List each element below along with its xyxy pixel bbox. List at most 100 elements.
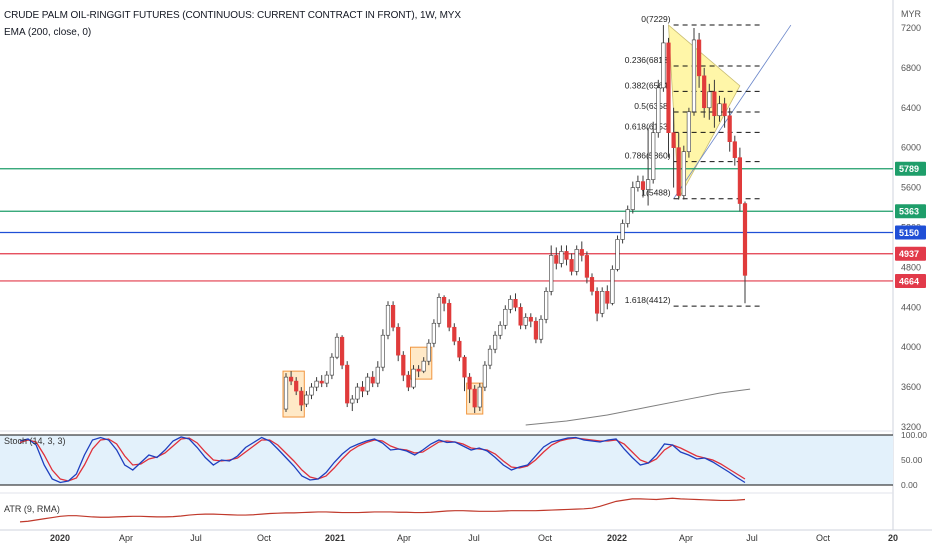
candle-body — [661, 42, 666, 89]
candle-body — [345, 364, 350, 404]
time-tick-label: Oct — [816, 533, 831, 543]
candle-body — [513, 299, 518, 308]
candle-body — [467, 376, 472, 390]
level-label: 5789 — [899, 164, 919, 174]
candle-body — [339, 336, 345, 366]
candle-body — [319, 380, 324, 384]
candle-body — [324, 374, 329, 384]
price-tick-label: 3200 — [901, 422, 921, 432]
candle-body — [656, 87, 661, 134]
candle-body — [676, 147, 681, 196]
price-tick-label: 4000 — [901, 342, 921, 352]
stoch-band — [0, 435, 893, 485]
fib-label: 0.382(6564) — [625, 80, 671, 90]
price-tick-label: 4400 — [901, 302, 921, 312]
candle-body — [589, 277, 595, 292]
candle-body — [691, 39, 697, 113]
candle-body — [666, 42, 671, 134]
candle-body — [564, 251, 569, 260]
candle-body — [543, 291, 549, 320]
candle-body — [686, 111, 691, 152]
candle-body — [355, 386, 360, 400]
candle-body — [717, 103, 722, 117]
candle-body — [742, 203, 748, 276]
level-badge — [895, 161, 926, 176]
level-badge — [895, 225, 926, 240]
candle-body — [436, 297, 442, 324]
candle-body — [610, 269, 615, 304]
candle-body — [304, 394, 309, 405]
chart-title: CRUDE PALM OIL-RINGGIT FUTURES (CONTINUO… — [4, 10, 461, 21]
candle-body — [462, 356, 467, 378]
candle-body — [538, 318, 544, 340]
candle-body — [498, 324, 503, 336]
candle-body — [600, 291, 605, 314]
candle-body — [411, 368, 416, 388]
candle-body — [375, 366, 380, 384]
candle-body — [288, 376, 294, 382]
candle-body — [457, 340, 462, 358]
candle-body — [696, 39, 702, 77]
level-label: 5150 — [899, 228, 919, 238]
candle-body — [569, 259, 574, 272]
candle-body — [406, 374, 411, 388]
level-badge — [895, 273, 926, 288]
candle-body — [559, 251, 564, 264]
stoch-tick-label: 100.00 — [901, 430, 927, 440]
atr-line — [19, 497, 746, 523]
fib-label: 1(5488) — [641, 188, 670, 198]
candle-body — [594, 291, 600, 314]
time-tick-label: 2022 — [607, 533, 627, 543]
time-tick-label: Oct — [257, 533, 272, 543]
candle-body — [702, 75, 707, 109]
candle-body — [380, 334, 386, 368]
candle-body — [283, 376, 289, 410]
candle-body — [503, 308, 508, 326]
price-tick-label: 6800 — [901, 63, 921, 73]
candle-body — [681, 151, 686, 196]
candle-body — [584, 255, 589, 278]
candle-body — [452, 326, 457, 342]
candle-body — [370, 376, 375, 384]
candle-body — [385, 304, 391, 336]
candle-body — [722, 103, 727, 117]
fib-label: 0.236(6818) — [625, 55, 671, 65]
candle-body — [549, 255, 554, 292]
candle-body — [528, 316, 533, 322]
time-tick-label: 2020 — [50, 533, 70, 543]
candle-body — [727, 115, 732, 142]
stoch-tick-label: 50.00 — [901, 455, 923, 465]
stoch-label: Stoch (14, 3, 3) — [4, 436, 66, 446]
candle-body — [390, 304, 396, 328]
price-tick-label: 6400 — [901, 103, 921, 113]
price-tick-label: 7200 — [901, 23, 921, 33]
pattern-box — [410, 346, 433, 380]
candle-body — [574, 249, 579, 272]
candle-body — [396, 326, 401, 356]
price-tick-label: 5600 — [901, 183, 921, 193]
candle-body — [329, 356, 335, 376]
level-label: 4937 — [899, 249, 919, 259]
candle-body — [533, 320, 538, 340]
candle-body — [579, 249, 584, 256]
candle-body — [605, 291, 610, 304]
pattern-box — [282, 370, 305, 418]
price-tick-label: 3600 — [901, 382, 921, 392]
level-badge — [895, 246, 926, 261]
candle-body — [441, 297, 447, 304]
candle-body — [635, 181, 640, 188]
time-tick-label: Jul — [468, 533, 480, 543]
candle-body — [421, 360, 426, 372]
price-tick-label: 4800 — [901, 262, 921, 272]
candle-body — [477, 386, 482, 408]
time-tick-label: Apr — [679, 533, 693, 543]
ema-legend: EMA (200, close, 0) — [4, 27, 92, 38]
time-tick-label: 2021 — [325, 533, 345, 543]
candle-body — [299, 390, 304, 406]
stoch-k-line — [19, 436, 746, 484]
candle-body — [508, 299, 513, 310]
candle-body — [487, 348, 493, 366]
candle-body — [554, 255, 559, 264]
